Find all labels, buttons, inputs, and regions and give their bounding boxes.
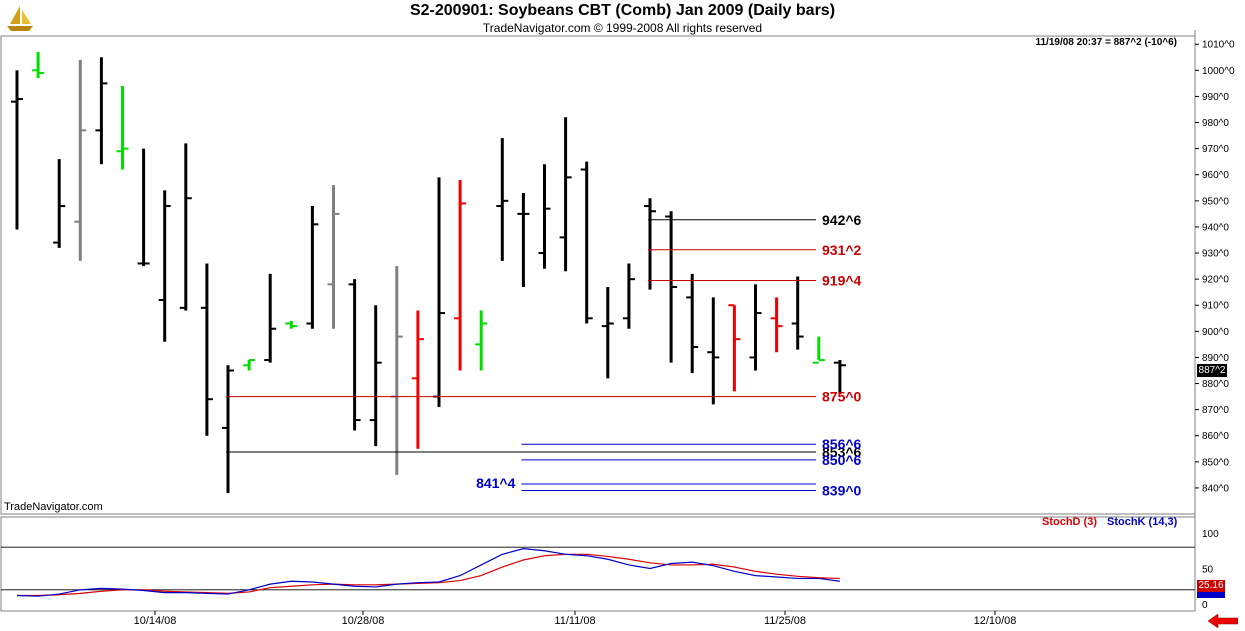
date-tick-label: 12/10/08: [974, 615, 1017, 627]
level-label: 839^0: [822, 483, 862, 499]
price-bar: [749, 284, 762, 371]
price-bar: [411, 310, 424, 449]
price-bar: [517, 193, 530, 287]
price-tick-label: 950^0: [1202, 196, 1229, 207]
level-label: 856^6: [822, 436, 862, 452]
price-bar: [580, 161, 593, 324]
stoch-axis: 100 50 0: [1, 529, 1219, 611]
level-label: 931^2: [822, 242, 862, 258]
price-tick-label: 880^0: [1202, 379, 1229, 390]
price-tick-label: 990^0: [1202, 92, 1229, 103]
price-bar: [137, 148, 150, 267]
stoch-last-value: 25.16: [1197, 580, 1225, 592]
level-label: 853^6: [822, 444, 862, 460]
price-bar: [707, 297, 720, 405]
price-tick-label: 980^0: [1202, 118, 1229, 129]
price-bar: [644, 198, 656, 290]
price-bar: [369, 305, 382, 447]
price-bar: [728, 304, 741, 392]
chart-title: S2-200901: Soybeans CBT (Comb) Jan 2009 …: [409, 2, 836, 19]
price-bar: [327, 185, 340, 329]
price-bar: [32, 52, 45, 79]
price-bar: [74, 59, 87, 261]
price-bar: [200, 263, 213, 436]
legend-stochd: StochD (3): [1042, 516, 1097, 528]
level-label: 942^6: [822, 212, 862, 228]
stoch-panel-frame: [0, 516, 1196, 612]
last-quote: 11/19/08 20:37 = 887^2 (-10^6): [1035, 37, 1177, 48]
price-axis: 1010^0 1000^0 990^0 980^0 970^0 960^0 950^0 940…: [1195, 40, 1235, 494]
price-tick-label: 870^0: [1202, 405, 1229, 416]
stoch-series-line: [16, 548, 840, 597]
price-bar: [53, 159, 66, 248]
price-bar: [116, 85, 129, 170]
price-bar: [243, 359, 256, 371]
price-bar: [158, 190, 171, 342]
scroll-back-arrow-icon[interactable]: [1208, 614, 1238, 628]
price-bar: [770, 297, 783, 353]
price-tick-label: 930^0: [1202, 249, 1229, 260]
watermark: TradeNavigator.com: [4, 501, 103, 513]
date-tick-label: 10/14/08: [134, 615, 177, 627]
sailboat-logo-icon: [7, 6, 33, 31]
price-bar: [179, 143, 192, 311]
price-bar: [496, 138, 509, 261]
price-bar: [622, 263, 635, 329]
price-bar: [95, 57, 108, 165]
date-tick-label: 11/25/08: [764, 615, 806, 627]
price-tick-label: 970^0: [1202, 144, 1229, 155]
price-tick-label: 900^0: [1202, 327, 1229, 338]
ohlc-bars: [11, 52, 846, 494]
price-bar: [454, 179, 467, 371]
price-tick-label: 850^0: [1202, 457, 1229, 468]
price-bar: [285, 320, 298, 329]
stoch-tick-label: 50: [1202, 565, 1214, 576]
stoch-tick-label: 100: [1202, 529, 1219, 540]
date-tick-label: 10/28/08: [342, 615, 385, 627]
date-axis: 10/14/08 10/28/08 11/11/08 11/25/08 12/10/08: [134, 611, 1017, 627]
price-tick-label: 920^0: [1202, 275, 1229, 286]
stochk-last-marker: [1197, 592, 1225, 598]
legend-stochk: StochK (14,3): [1107, 516, 1178, 528]
last-price-marker: 887^2: [1197, 364, 1227, 377]
price-tick-label: 940^0: [1202, 222, 1229, 233]
price-bar: [559, 117, 572, 272]
price-tick-label: 860^0: [1202, 431, 1229, 442]
price-bar: [222, 365, 234, 494]
price-tick-label: 890^0: [1202, 353, 1229, 364]
price-bar: [538, 164, 551, 269]
level-label: 919^4: [822, 272, 862, 288]
stoch-series-line: [17, 553, 840, 597]
price-bar: [833, 360, 846, 394]
price-tick-label: 840^0: [1202, 483, 1229, 494]
chart-subtitle: TradeNavigator.com © 1999-2008 All right…: [482, 21, 763, 35]
price-bar: [812, 336, 825, 364]
price-bar: [686, 273, 699, 374]
price-panel-frame: [0, 35, 1196, 515]
level-label: 841^4: [476, 475, 516, 491]
price-bar: [264, 273, 277, 363]
price-bar: [601, 286, 614, 379]
price-tick-label: 1010^0: [1202, 40, 1235, 51]
price-bar: [791, 276, 804, 350]
price-bar: [348, 279, 361, 431]
date-tick-label: 11/11/08: [554, 615, 595, 627]
level-label: 875^0: [822, 389, 862, 405]
price-bar: [390, 266, 403, 475]
price-bar: [475, 310, 488, 371]
price-tick-label: 910^0: [1202, 301, 1229, 312]
price-bar: [665, 211, 678, 363]
price-bar: [11, 70, 23, 230]
stoch-tick-label: 0: [1202, 600, 1208, 611]
stoch-lines: [16, 548, 840, 597]
price-bar: [433, 177, 445, 408]
price-tick-label: 960^0: [1202, 170, 1229, 181]
level-label: 850^6: [822, 452, 862, 468]
price-bar: [306, 206, 319, 329]
price-tick-label: 1000^0: [1202, 66, 1235, 77]
